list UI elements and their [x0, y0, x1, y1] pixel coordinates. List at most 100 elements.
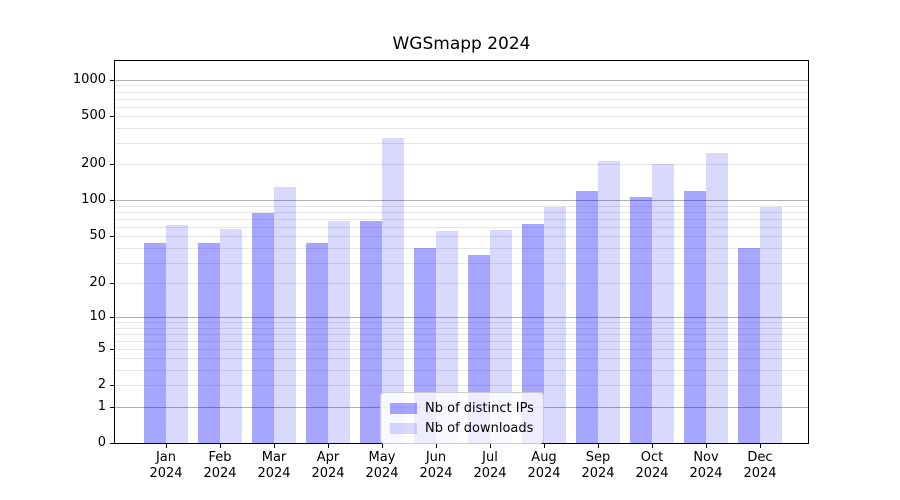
- y-tick-mark: [110, 349, 114, 350]
- legend-item-nb-of-downloads: Nb of downloads: [390, 418, 534, 438]
- x-tick-label: Mar 2024: [257, 450, 291, 481]
- minor-gridline: [115, 248, 808, 249]
- y-tick-mark: [110, 443, 114, 444]
- minor-gridline: [115, 164, 808, 165]
- bar-nb-of-downloads: [760, 207, 782, 443]
- minor-gridline: [115, 143, 808, 144]
- y-tick-label: 20: [89, 275, 106, 290]
- minor-gridline: [115, 227, 808, 228]
- legend-swatch-nb-of-downloads: [390, 422, 417, 434]
- minor-gridline: [115, 236, 808, 237]
- bar-nb-of-downloads: [598, 160, 620, 443]
- x-tick-mark: [544, 444, 545, 448]
- y-tick-label: 100: [81, 192, 106, 207]
- bar-nb-of-downloads: [382, 137, 404, 443]
- minor-gridline: [115, 341, 808, 342]
- x-tick-mark: [166, 444, 167, 448]
- minor-gridline: [115, 212, 808, 213]
- legend: Nb of distinct IPs Nb of downloads: [380, 392, 544, 444]
- y-tick-label: 5: [97, 341, 106, 356]
- plot-area: [114, 60, 809, 444]
- minor-gridline: [115, 99, 808, 100]
- bar-nb-of-distinct-ips: [684, 190, 706, 443]
- minor-gridline: [115, 116, 808, 117]
- major-gridline: [115, 80, 808, 81]
- x-tick-mark: [274, 444, 275, 448]
- bar-nb-of-distinct-ips: [144, 242, 166, 443]
- minor-gridline: [115, 322, 808, 323]
- y-tick-mark: [110, 283, 114, 284]
- bar-nb-of-downloads: [544, 207, 566, 443]
- minor-gridline: [115, 358, 808, 359]
- x-tick-label: Sep 2024: [581, 450, 615, 481]
- y-tick-mark: [110, 164, 114, 165]
- x-tick-label: Aug 2024: [527, 450, 561, 481]
- x-tick-label: Nov 2024: [689, 450, 723, 481]
- bar-nb-of-downloads: [166, 225, 188, 443]
- x-tick-label: May 2024: [365, 450, 399, 481]
- x-tick-mark: [490, 444, 491, 448]
- x-tick-label: Dec 2024: [743, 450, 777, 481]
- y-tick-label: 0: [97, 435, 106, 450]
- x-tick-label: Jun 2024: [419, 450, 453, 481]
- minor-gridline: [115, 219, 808, 220]
- legend-swatch-nb-of-distinct-ips: [390, 402, 417, 414]
- minor-gridline: [115, 334, 808, 335]
- bar-nb-of-downloads: [436, 230, 458, 443]
- y-tick-mark: [110, 317, 114, 318]
- major-gridline: [115, 317, 808, 318]
- x-tick-label: Jan 2024: [149, 450, 183, 481]
- chart-title: WGSmapp 2024: [392, 34, 531, 54]
- x-tick-mark: [328, 444, 329, 448]
- bar-nb-of-downloads: [652, 164, 674, 443]
- bar-nb-of-distinct-ips: [306, 242, 328, 443]
- bar-nb-of-distinct-ips: [360, 220, 382, 443]
- legend-item-nb-of-distinct-ips: Nb of distinct IPs: [390, 398, 534, 418]
- x-tick-mark: [598, 444, 599, 448]
- minor-gridline: [115, 206, 808, 207]
- minor-gridline: [115, 92, 808, 93]
- minor-gridline: [115, 370, 808, 371]
- x-tick-label: Apr 2024: [311, 450, 345, 481]
- x-tick-mark: [706, 444, 707, 448]
- minor-gridline: [115, 385, 808, 386]
- x-tick-mark: [436, 444, 437, 448]
- bar-nb-of-distinct-ips: [252, 213, 274, 443]
- y-tick-mark: [110, 407, 114, 408]
- y-tick-mark: [110, 116, 114, 117]
- bar-nb-of-distinct-ips: [576, 191, 598, 443]
- x-tick-label: Jul 2024: [473, 450, 507, 481]
- x-tick-label: Feb 2024: [203, 450, 237, 481]
- x-tick-mark: [652, 444, 653, 448]
- y-tick-label: 200: [81, 156, 106, 171]
- bar-nb-of-downloads: [328, 220, 350, 443]
- y-tick-label: 10: [89, 309, 106, 324]
- x-tick-mark: [760, 444, 761, 448]
- minor-gridline: [115, 328, 808, 329]
- minor-gridline: [115, 107, 808, 108]
- bar-nb-of-downloads: [490, 229, 512, 443]
- y-tick-mark: [110, 385, 114, 386]
- bar-nb-of-distinct-ips: [522, 224, 544, 443]
- minor-gridline: [115, 349, 808, 350]
- bar-nb-of-downloads: [706, 153, 728, 443]
- major-gridline: [115, 200, 808, 201]
- y-tick-label: 1000: [72, 72, 106, 87]
- y-tick-label: 50: [89, 228, 106, 243]
- minor-gridline: [115, 283, 808, 284]
- x-tick-mark: [382, 444, 383, 448]
- bar-nb-of-distinct-ips: [738, 247, 760, 443]
- minor-gridline: [115, 263, 808, 264]
- y-tick-label: 500: [81, 108, 106, 123]
- y-tick-mark: [110, 200, 114, 201]
- minor-gridline: [115, 85, 808, 86]
- y-tick-label: 2: [97, 377, 106, 392]
- y-tick-label: 1: [97, 399, 106, 414]
- bar-nb-of-downloads: [274, 186, 296, 443]
- minor-gridline: [115, 128, 808, 129]
- y-tick-mark: [110, 80, 114, 81]
- x-tick-mark: [220, 444, 221, 448]
- x-tick-label: Oct 2024: [635, 450, 669, 481]
- y-tick-mark: [110, 236, 114, 237]
